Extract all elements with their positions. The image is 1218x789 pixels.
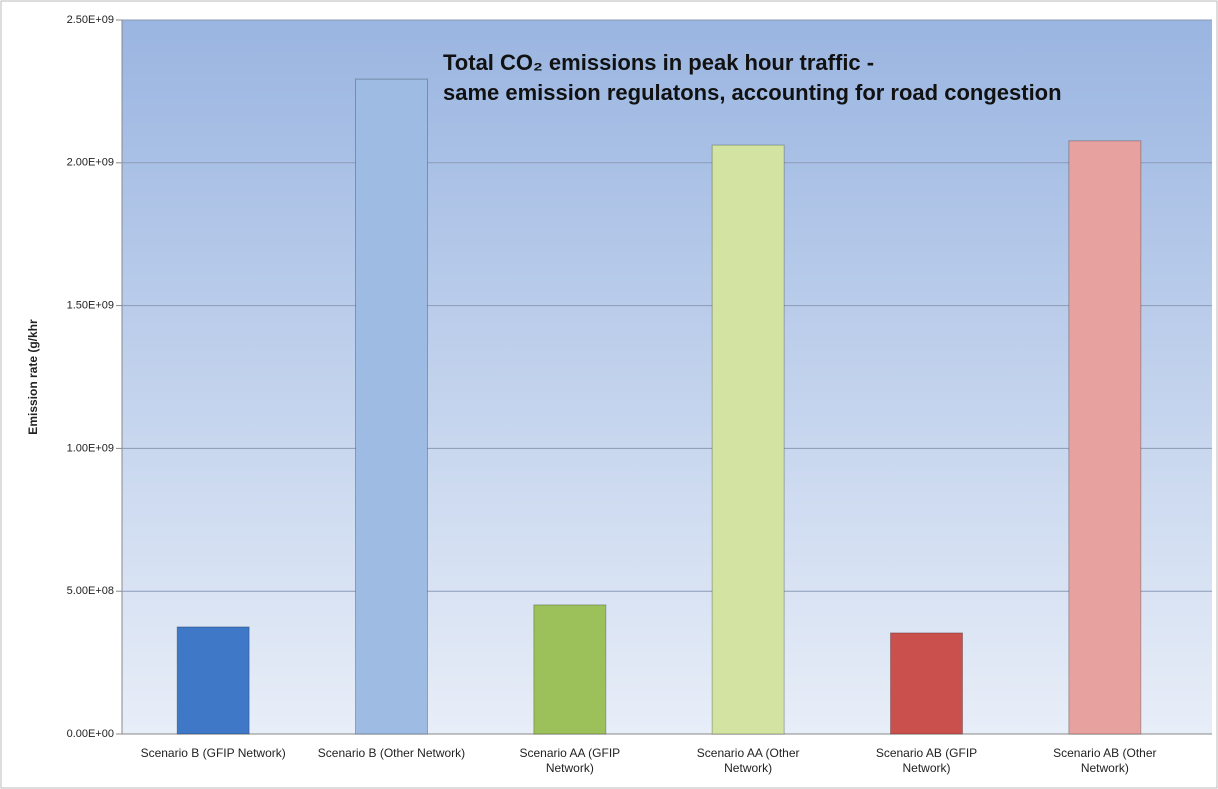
bar [355, 78, 428, 735]
y-tick-label: 2.00E+09 [67, 157, 114, 169]
bar [1068, 140, 1142, 735]
x-tick-label: Scenario B (Other Network) [317, 746, 466, 760]
y-tick-label: 0.00E+00 [67, 728, 114, 740]
y-tick-label: 1.00E+09 [67, 442, 114, 454]
plot-area [122, 20, 1212, 734]
x-tick-label: Scenario AB (Other Network) [1053, 746, 1157, 775]
y-tick-label: 1.50E+09 [67, 300, 114, 312]
x-tick-label: Scenario AA (Other Network) [696, 746, 800, 775]
bar [533, 604, 607, 735]
y-axis-label: Emission rate (g/khr [26, 319, 40, 435]
bar [176, 626, 250, 735]
bar [711, 144, 785, 735]
x-tick-label: Scenario AA (GFIP Network) [519, 746, 621, 775]
x-tick-label: Scenario B (GFIP Network) [140, 746, 286, 760]
bar [890, 632, 963, 735]
x-tick-label: Scenario AB (GFIP Network) [875, 746, 978, 775]
y-tick-label: 5.00E+08 [67, 585, 114, 597]
y-tick-label: 2.50E+09 [67, 14, 114, 26]
chart-title: Total CO₂ emissions in peak hour traffic… [443, 50, 1062, 105]
